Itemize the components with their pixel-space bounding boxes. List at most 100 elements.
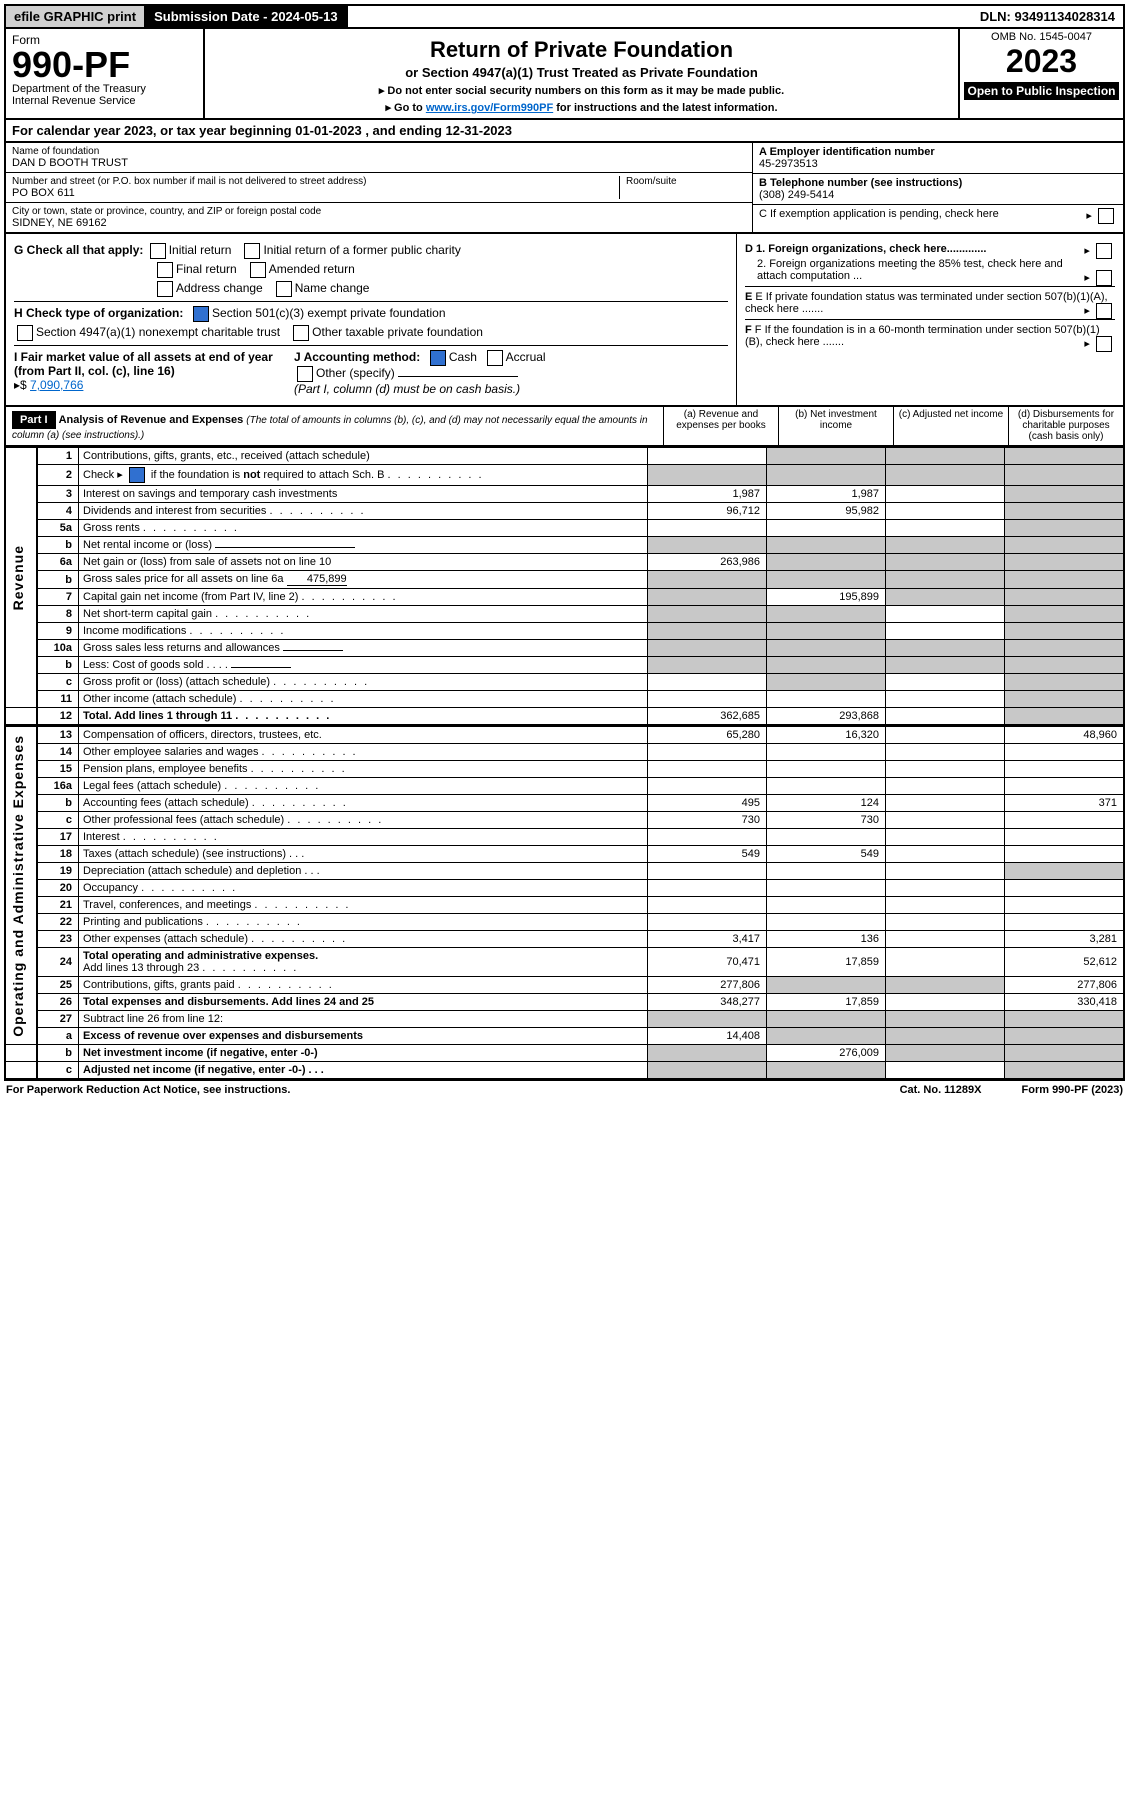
- col-b-header: (b) Net investment income: [779, 407, 894, 445]
- phone-label: B Telephone number (see instructions): [759, 177, 1117, 189]
- line-17: Interest: [79, 829, 648, 846]
- 4947-cb[interactable]: [17, 325, 33, 341]
- f-label: F If the foundation is in a 60-month ter…: [745, 324, 1100, 348]
- revenue-side-label: Revenue: [10, 545, 26, 610]
- address-label: Number and street (or P.O. box number if…: [12, 176, 619, 187]
- line-27b: Net investment income (if negative, ente…: [79, 1045, 648, 1062]
- submission-date: Submission Date - 2024-05-13: [146, 6, 348, 27]
- dept-treasury: Department of the Treasury: [12, 83, 197, 95]
- expenses-table: Operating and Administrative Expenses 13…: [4, 726, 1125, 1080]
- line-27a: Excess of revenue over expenses and disb…: [79, 1028, 648, 1045]
- foreign-85-cb[interactable]: [1096, 270, 1112, 286]
- line-10c: Gross profit or (loss) (attach schedule): [79, 674, 648, 691]
- line-19: Depreciation (attach schedule) and deple…: [79, 863, 648, 880]
- part1-header: Part I Analysis of Revenue and Expenses …: [4, 407, 1125, 447]
- initial-return-cb[interactable]: [150, 243, 166, 259]
- part1-badge: Part I: [12, 411, 56, 429]
- revenue-table: Revenue 1Contributions, gifts, grants, e…: [4, 447, 1125, 726]
- d2-label: 2. Foreign organizations meeting the 85%…: [757, 258, 1063, 282]
- line-14: Other employee salaries and wages: [79, 744, 648, 761]
- line-27c: Adjusted net income (if negative, enter …: [79, 1062, 648, 1080]
- line-1: Contributions, gifts, grants, etc., rece…: [79, 448, 648, 465]
- line-16c: Other professional fees (attach schedule…: [79, 812, 648, 829]
- line-15: Pension plans, employee benefits: [79, 761, 648, 778]
- foundation-name: DAN D BOOTH TRUST: [12, 157, 746, 169]
- line-11: Other income (attach schedule): [79, 691, 648, 708]
- goto-line: ▸ Go to www.irs.gov/Form990PF for instru…: [209, 101, 954, 114]
- h-label: H Check type of organization:: [14, 306, 183, 320]
- dln-number: DLN: 93491134028314: [972, 6, 1123, 27]
- d1-label: D 1. Foreign organizations, check here..…: [745, 243, 986, 255]
- line-22: Printing and publications: [79, 914, 648, 931]
- line-21: Travel, conferences, and meetings: [79, 897, 648, 914]
- line-2: Check ▸ if the foundation is not require…: [79, 465, 648, 486]
- g-label: G Check all that apply:: [14, 243, 143, 257]
- other-method-cb[interactable]: [297, 366, 313, 382]
- entity-info: Name of foundation DAN D BOOTH TRUST Num…: [4, 143, 1125, 234]
- line-6b: Gross sales price for all assets on line…: [79, 571, 648, 589]
- j-label: J Accounting method:: [294, 350, 420, 364]
- line-5a: Gross rents: [79, 520, 648, 537]
- form-title: Return of Private Foundation: [209, 37, 954, 63]
- line-16a: Legal fees (attach schedule): [79, 778, 648, 795]
- part1-title: Analysis of Revenue and Expenses: [59, 414, 244, 426]
- line-27: Subtract line 26 from line 12:: [79, 1011, 648, 1028]
- irs-link[interactable]: www.irs.gov/Form990PF: [426, 102, 553, 114]
- address-value: PO BOX 611: [12, 187, 619, 199]
- line-10b: Less: Cost of goods sold . . . .: [79, 657, 648, 674]
- j-note: (Part I, column (d) must be on cash basi…: [294, 382, 520, 396]
- ein-value: 45-2973513: [759, 158, 1117, 170]
- name-label: Name of foundation: [12, 146, 746, 157]
- top-bar: efile GRAPHIC print Submission Date - 20…: [4, 4, 1125, 29]
- foreign-org-cb[interactable]: [1096, 243, 1112, 259]
- amended-return-cb[interactable]: [250, 262, 266, 278]
- form-header: Form 990-PF Department of the Treasury I…: [4, 29, 1125, 120]
- line-3: Interest on savings and temporary cash i…: [79, 486, 648, 503]
- address-change-cb[interactable]: [157, 281, 173, 297]
- line-4: Dividends and interest from securities: [79, 503, 648, 520]
- line-8: Net short-term capital gain: [79, 606, 648, 623]
- line-5b: Net rental income or (loss): [79, 537, 648, 554]
- calendar-year-line: For calendar year 2023, or tax year begi…: [4, 120, 1125, 143]
- line-16b: Accounting fees (attach schedule): [79, 795, 648, 812]
- 60month-cb[interactable]: [1096, 336, 1112, 352]
- 501c3-cb[interactable]: [193, 306, 209, 322]
- initial-former-cb[interactable]: [244, 243, 260, 259]
- line-18: Taxes (attach schedule) (see instruction…: [79, 846, 648, 863]
- i-label: I Fair market value of all assets at end…: [14, 350, 273, 378]
- schb-checkbox[interactable]: [129, 467, 145, 483]
- col-a-header: (a) Revenue and expenses per books: [664, 407, 779, 445]
- form-subtitle: or Section 4947(a)(1) Trust Treated as P…: [209, 65, 954, 80]
- irs-label: Internal Revenue Service: [12, 95, 197, 107]
- line-6a: Net gain or (loss) from sale of assets n…: [79, 554, 648, 571]
- city-value: SIDNEY, NE 69162: [12, 217, 746, 229]
- ein-label: A Employer identification number: [759, 146, 1117, 158]
- form-footer-label: Form 990-PF (2023): [1022, 1084, 1124, 1096]
- line-7: Capital gain net income (from Part IV, l…: [79, 589, 648, 606]
- line-26: Total expenses and disbursements. Add li…: [79, 994, 648, 1011]
- cash-cb[interactable]: [430, 350, 446, 366]
- city-label: City or town, state or province, country…: [12, 206, 746, 217]
- page-footer: For Paperwork Reduction Act Notice, see …: [4, 1080, 1125, 1099]
- cat-number: Cat. No. 11289X: [900, 1084, 982, 1096]
- col-c-header: (c) Adjusted net income: [894, 407, 1009, 445]
- fmv-value[interactable]: 7,090,766: [30, 378, 83, 392]
- line-24: Total operating and administrative expen…: [79, 948, 648, 977]
- expenses-side-label: Operating and Administrative Expenses: [10, 735, 26, 1037]
- line-9: Income modifications: [79, 623, 648, 640]
- omb-number: OMB No. 1545-0047: [964, 31, 1119, 43]
- line-13: Compensation of officers, directors, tru…: [79, 727, 648, 744]
- name-change-cb[interactable]: [276, 281, 292, 297]
- final-return-cb[interactable]: [157, 262, 173, 278]
- paperwork-notice: For Paperwork Reduction Act Notice, see …: [6, 1084, 290, 1096]
- terminated-cb[interactable]: [1096, 303, 1112, 319]
- phone-value: (308) 249-5414: [759, 189, 1117, 201]
- exemption-checkbox[interactable]: [1098, 208, 1114, 224]
- efile-print-button[interactable]: efile GRAPHIC print: [6, 6, 146, 27]
- line-25: Contributions, gifts, grants paid: [79, 977, 648, 994]
- open-inspection: Open to Public Inspection: [964, 82, 1119, 100]
- other-taxable-cb[interactable]: [293, 325, 309, 341]
- checks-section: G Check all that apply: Initial return I…: [4, 234, 1125, 407]
- accrual-cb[interactable]: [487, 350, 503, 366]
- line-20: Occupancy: [79, 880, 648, 897]
